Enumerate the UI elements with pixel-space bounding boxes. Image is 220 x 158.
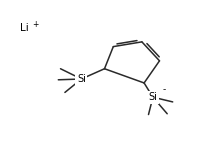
Text: +: + <box>32 20 38 29</box>
Text: Li: Li <box>20 23 29 33</box>
Text: -: - <box>163 85 166 94</box>
Text: Si: Si <box>148 92 157 102</box>
Text: Si: Si <box>77 74 86 84</box>
